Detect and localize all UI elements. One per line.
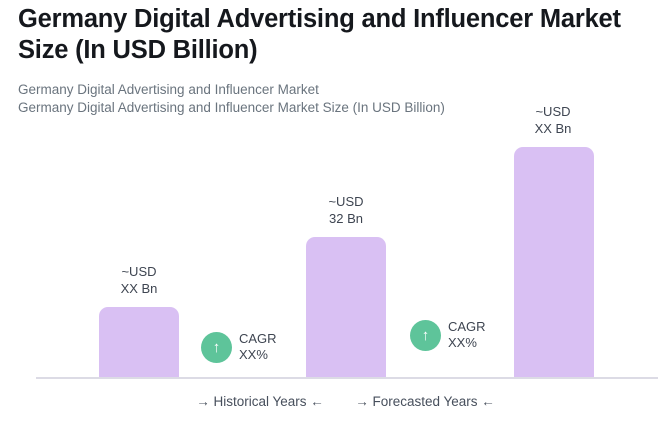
bar-value-line-2: XX Bn [534,121,572,136]
cagr-label: CAGR [448,319,486,334]
bar-forecast-start [306,237,386,377]
bar-historical [99,307,179,377]
bar-value-label-forecast-end: ~USD XX Bn [493,103,613,137]
x-group-label-historical: → Historical Years ← [196,394,324,409]
cagr-badge-1: ↑ CAGR XX% [201,331,277,363]
bar-value-line-1: ~USD [121,264,157,279]
subtitle-line-1: Germany Digital Advertising and Influenc… [18,82,319,97]
chart-subtitle: Germany Digital Advertising and Influenc… [18,81,445,116]
x-group-label-forecasted: → Forecasted Years ← [355,394,495,409]
cagr-badge-2: ↑ CAGR XX% [410,319,486,351]
cagr-badge-text: CAGR XX% [448,319,486,351]
arrow-up-icon: ↑ [410,319,441,351]
bar-value-line-2: 32 Bn [329,211,363,226]
bar-value-line-2: XX Bn [120,281,158,296]
page-title: Germany Digital Advertising and Influenc… [18,5,621,64]
bar-value-line-1: ~USD [535,104,571,119]
subtitle-line-2: Germany Digital Advertising and Influenc… [18,99,445,115]
cagr-value: XX% [448,335,477,350]
bar-value-line-1: ~USD [328,194,364,209]
bar-value-label-historical: ~USD XX Bn [79,263,199,297]
arrow-up-glyph: ↑ [212,338,221,356]
bar-forecast-end [514,147,594,377]
cagr-value: XX% [239,347,268,362]
cagr-badge-text: CAGR XX% [239,331,277,363]
arrow-up-glyph: ↑ [421,326,430,344]
x-axis-line [36,377,658,379]
arrow-up-icon: ↑ [201,331,232,363]
bar-value-label-forecast-start: ~USD 32 Bn [286,193,406,227]
cagr-label: CAGR [239,331,277,346]
